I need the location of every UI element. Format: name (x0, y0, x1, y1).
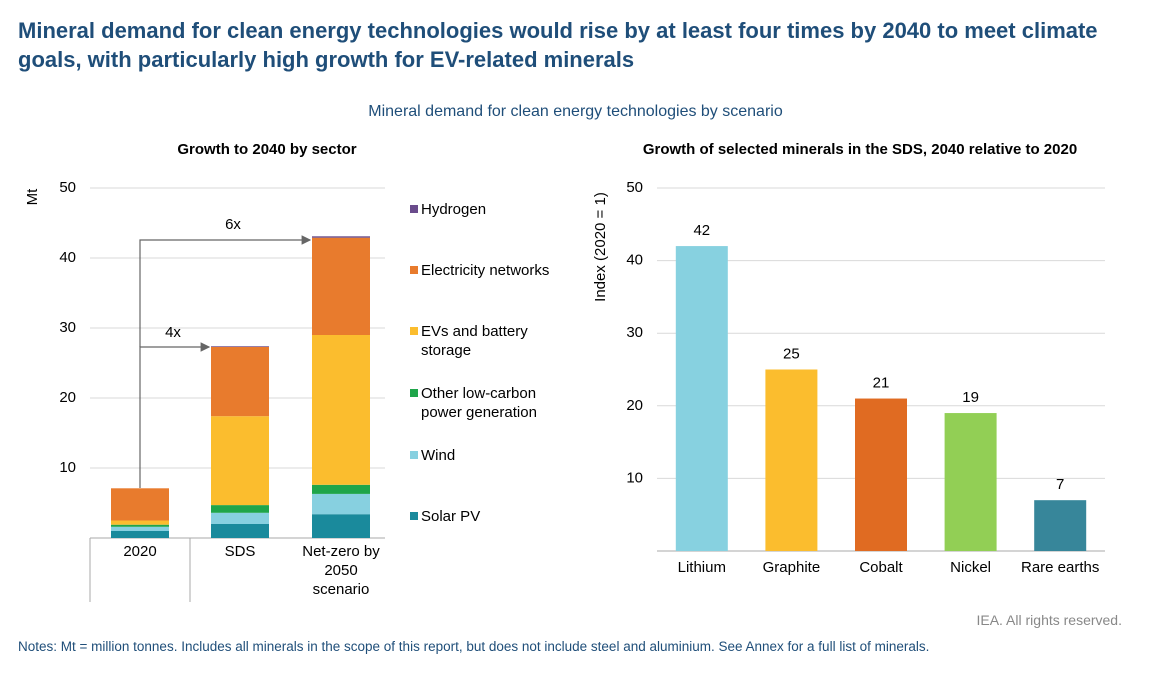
bar-segment (312, 236, 370, 238)
bar (765, 369, 818, 551)
legend-swatch (410, 266, 418, 274)
legend-swatch (410, 512, 418, 520)
y-tick-label: 30 (626, 324, 643, 341)
data-label: 21 (873, 375, 890, 392)
x-tick-label: SDS (224, 543, 256, 560)
x-tick-label: Rare earths (1021, 559, 1099, 576)
bar-segment (312, 484, 370, 494)
y-axis-label: Mt (24, 188, 41, 205)
data-label: 19 (962, 389, 979, 406)
bar-segment (111, 524, 169, 527)
bar-segment (211, 524, 269, 538)
y-tick-label: 50 (59, 179, 76, 196)
x-tick-label: 2020 (123, 543, 157, 560)
y-tick-label: 10 (626, 469, 643, 486)
bar-segment (312, 514, 370, 538)
data-label: 25 (783, 345, 800, 362)
bar-segment (211, 512, 269, 524)
y-tick-label: 40 (626, 252, 643, 269)
x-tick-label: Lithium (678, 559, 726, 576)
legend-label: Solar PV (421, 508, 481, 525)
legend-label: Wind (421, 447, 456, 464)
bar-segment (111, 531, 169, 538)
data-label: 42 (693, 222, 710, 239)
legend-label: Hydrogen (421, 201, 487, 218)
y-tick-label: 10 (59, 459, 76, 476)
bar-segment (111, 520, 169, 525)
bar (675, 246, 728, 551)
x-tick-label: Nickel (950, 559, 991, 576)
bar-segment (211, 505, 269, 513)
y-tick-label: 20 (59, 389, 76, 406)
annotation-arrow (139, 235, 312, 347)
legend-swatch (410, 205, 418, 213)
page-title: Mineral demand for clean energy technolo… (18, 18, 1098, 72)
x-tick-label: Graphite (763, 559, 821, 576)
subtitle: Mineral demand for clean energy technolo… (368, 103, 783, 120)
chart-title: Growth of selected minerals in the SDS, … (643, 141, 1077, 158)
y-tick-label: 40 (59, 249, 76, 266)
legend-label: Other low-carbon power generation (421, 385, 537, 421)
y-axis-label: Index (2020 = 1) (592, 192, 609, 302)
chart-title: Growth to 2040 by sector (177, 141, 356, 158)
bar-segment (111, 526, 169, 531)
annotation-arrow (139, 342, 211, 488)
legend-swatch (410, 327, 418, 335)
notes: Notes: Mt = million tonnes. Includes all… (18, 639, 930, 654)
x-tick-label: Cobalt (859, 559, 903, 576)
legend-swatch (410, 451, 418, 459)
bar-segment (312, 335, 370, 485)
y-tick-label: 20 (626, 397, 643, 414)
legend-label: EVs and battery storage (421, 323, 528, 359)
annotation: 6x (225, 216, 241, 233)
bar-segment (211, 346, 269, 417)
legend-swatch (410, 389, 418, 397)
bar (944, 413, 997, 551)
data-label: 7 (1056, 476, 1064, 493)
bar-segment (211, 346, 269, 347)
bar (855, 398, 907, 551)
bar-segment (211, 416, 269, 506)
credit: IEA. All rights reserved. (976, 612, 1122, 628)
y-tick-label: 30 (59, 319, 76, 336)
bar-segment (312, 493, 370, 515)
annotation: 4x (165, 324, 181, 341)
y-tick-label: 50 (626, 179, 643, 196)
x-tick-label: Net-zero by 2050 scenario (302, 543, 380, 598)
legend-label: Electricity networks (421, 262, 550, 279)
bar (1034, 500, 1087, 551)
bar-segment (312, 237, 370, 335)
bar-segment (111, 488, 169, 521)
